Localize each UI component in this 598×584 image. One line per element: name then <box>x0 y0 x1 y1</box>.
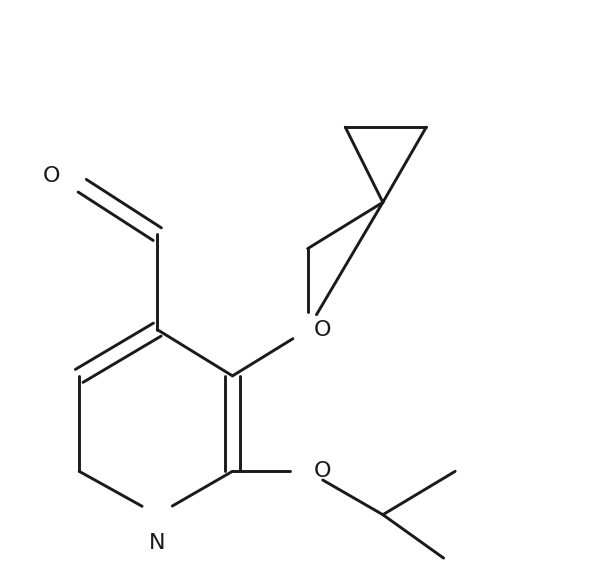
Text: N: N <box>149 533 166 553</box>
Text: O: O <box>313 319 331 340</box>
Text: O: O <box>313 461 331 481</box>
Text: O: O <box>43 166 60 186</box>
